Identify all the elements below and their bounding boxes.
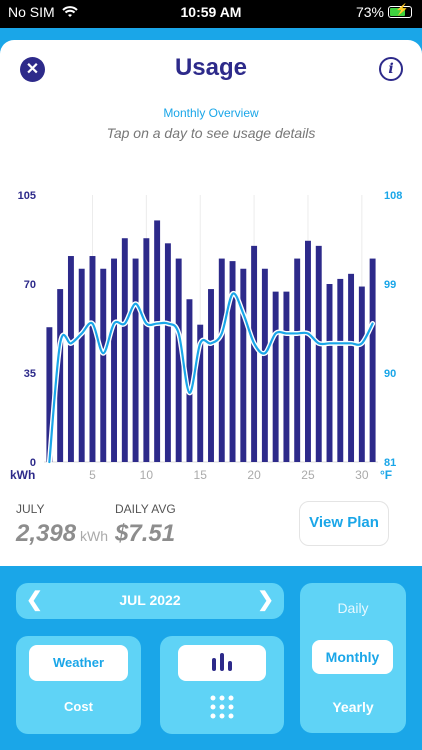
y-left-tick: 35 <box>24 368 36 380</box>
y-right-tick: 99 <box>384 279 396 291</box>
x-tick: 5 <box>89 468 96 482</box>
bar[interactable] <box>154 220 161 462</box>
bar[interactable] <box>294 258 301 462</box>
bar[interactable] <box>186 299 193 462</box>
period-yearly[interactable]: Yearly <box>332 699 374 715</box>
bar[interactable] <box>326 284 333 462</box>
usage-chart[interactable]: 0 35 70 105 81 90 99 108 5 10 15 20 25 30 kWh °F <box>0 185 422 485</box>
overlay-selector: Weather Cost <box>16 636 141 734</box>
total-unit: kWh <box>80 528 108 544</box>
period-monthly[interactable]: Monthly <box>312 640 393 674</box>
grid-icon[interactable] <box>209 694 235 720</box>
bar[interactable] <box>272 291 279 462</box>
daily-avg-label: DAILY AVG <box>115 502 176 516</box>
bar[interactable] <box>283 291 290 462</box>
month-selector: ❮ JUL 2022 ❯ <box>16 583 284 619</box>
daily-avg-value: $7.51 <box>115 520 176 547</box>
y-left-tick: 70 <box>24 279 36 291</box>
temperature-line <box>48 292 374 464</box>
x-tick: 15 <box>194 468 208 482</box>
total-usage: 2,398 <box>16 520 77 547</box>
bar[interactable] <box>175 258 182 462</box>
view-selector <box>160 636 284 734</box>
bar[interactable] <box>111 258 117 462</box>
x-tick: 25 <box>301 468 315 482</box>
bar[interactable] <box>229 261 236 462</box>
x-tick: 30 <box>355 468 369 482</box>
bar[interactable] <box>315 245 322 462</box>
bar[interactable] <box>369 258 376 462</box>
bar[interactable] <box>57 289 64 462</box>
tap-hint: Tap on a day to see usage details <box>106 125 316 141</box>
bar-chart-icon <box>212 653 232 671</box>
battery-icon: ⚡ <box>388 4 412 18</box>
usage-sheet: ✕ Usage i Monthly Overview Tap on a day … <box>0 40 422 566</box>
bar[interactable] <box>46 327 53 462</box>
carrier-label: No SIM <box>8 4 55 20</box>
bar[interactable] <box>305 240 311 462</box>
y-left-unit: kWh <box>10 468 35 482</box>
chart-view-toggle[interactable] <box>178 645 266 681</box>
bar[interactable] <box>208 289 214 462</box>
y-right-tick: 81 <box>384 457 396 469</box>
y-right-tick: 90 <box>384 368 396 380</box>
page-title: Usage <box>174 54 248 81</box>
chevron-right-icon[interactable]: ❯ <box>257 589 274 611</box>
y-right-tick: 108 <box>384 190 402 202</box>
bar[interactable] <box>132 258 139 462</box>
wifi-icon <box>61 6 78 17</box>
y-right-unit: °F <box>380 468 392 482</box>
bar[interactable] <box>78 268 85 462</box>
y-left-tick: 105 <box>18 190 36 202</box>
status-bar: No SIM 10:59 AM 73% ⚡ <box>0 0 422 28</box>
bar[interactable] <box>240 268 247 462</box>
underlying-card-edge <box>22 28 400 42</box>
view-plan-button[interactable]: View Plan <box>299 501 389 546</box>
weather-toggle[interactable]: Weather <box>29 645 128 681</box>
battery-fill <box>390 8 405 16</box>
bar[interactable] <box>121 238 128 462</box>
x-tick: 20 <box>247 468 261 482</box>
bar[interactable] <box>143 238 150 462</box>
bar[interactable] <box>348 273 355 462</box>
bar[interactable] <box>197 324 204 462</box>
bar[interactable] <box>164 243 171 462</box>
battery-percent: 73% <box>355 4 384 20</box>
month-label: JULY <box>16 502 45 516</box>
info-button[interactable]: i <box>379 57 403 81</box>
bar[interactable] <box>100 268 107 462</box>
y-left-tick: 0 <box>30 457 36 469</box>
bar[interactable] <box>218 258 225 462</box>
x-tick: 10 <box>140 468 154 482</box>
bar[interactable] <box>337 278 344 462</box>
bar[interactable] <box>89 256 96 462</box>
bar[interactable] <box>358 286 365 462</box>
clock: 10:59 AM <box>180 4 242 20</box>
month-selector-label: JUL 2022 <box>119 592 181 608</box>
cost-toggle[interactable]: Cost <box>64 699 93 714</box>
chevron-left-icon[interactable]: ❮ <box>26 589 43 611</box>
overview-subtitle: Monthly Overview <box>163 106 259 120</box>
bar[interactable] <box>251 245 258 462</box>
bar[interactable] <box>67 256 74 462</box>
bar[interactable] <box>261 268 268 462</box>
close-button[interactable]: ✕ <box>20 57 45 82</box>
period-daily[interactable]: Daily <box>337 600 369 616</box>
period-selector: Daily Monthly Yearly <box>300 583 406 733</box>
